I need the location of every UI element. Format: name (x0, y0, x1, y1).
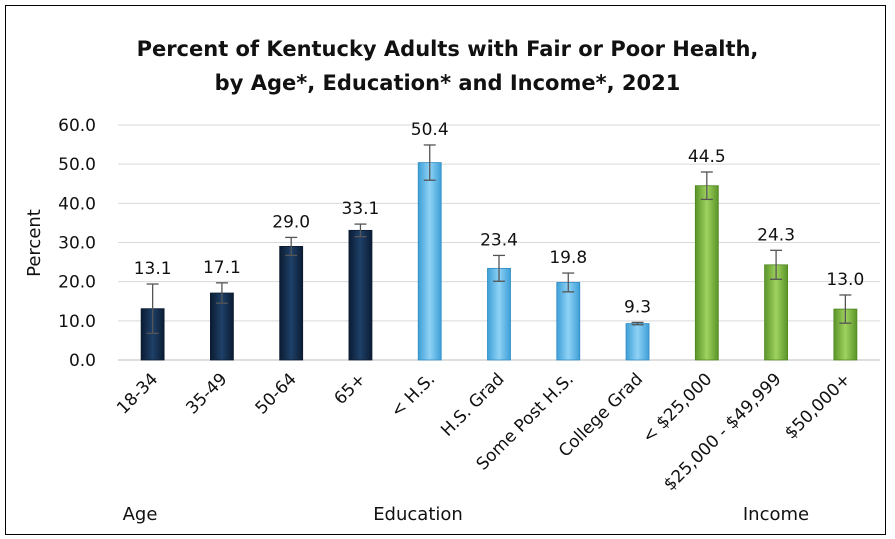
y-tick-label: 10.0 (58, 312, 96, 332)
x-tick-label: 35-49 (182, 369, 231, 418)
y-axis-ticks: 0.0 10.0 20.0 30.0 40.0 50.0 60.0 (58, 116, 96, 371)
data-label: 19.8 (549, 248, 587, 268)
group-label: Age (123, 504, 158, 525)
y-tick-label: 50.0 (58, 155, 96, 175)
y-tick-label: 20.0 (58, 273, 96, 293)
x-tick-label: 50-64 (252, 369, 301, 418)
y-axis-label: Percent (24, 209, 45, 277)
data-label: 33.1 (342, 199, 380, 219)
bar (349, 230, 372, 360)
x-tick-label: 65+ (330, 369, 370, 409)
data-label: 23.4 (480, 230, 518, 250)
bar (557, 282, 580, 360)
x-tick-label: < H.S. (387, 369, 439, 421)
y-tick-label: 40.0 (58, 194, 96, 214)
x-tick-label: H.S. Grad (437, 369, 508, 440)
data-label: 13.1 (134, 259, 172, 279)
group-labels: Age Education Income (123, 504, 810, 525)
bar (695, 186, 718, 360)
data-label: 9.3 (624, 297, 651, 317)
x-tick-label: $50,000+ (781, 369, 855, 443)
x-tick-label: $25,000 - $49,999 (660, 369, 786, 495)
data-label: 29.0 (272, 212, 310, 232)
bar (418, 163, 441, 360)
data-label: 24.3 (757, 225, 795, 245)
y-tick-label: 30.0 (58, 234, 96, 254)
group-label: Income (743, 504, 809, 525)
data-label: 50.4 (411, 120, 449, 140)
x-tick-label: 18-34 (113, 369, 162, 418)
data-label: 13.0 (826, 270, 864, 290)
y-tick-label: 0.0 (69, 351, 96, 371)
bar (488, 268, 511, 360)
data-label: 44.5 (688, 147, 726, 167)
y-tick-label: 60.0 (58, 116, 96, 136)
group-label: Education (373, 504, 463, 525)
bar (626, 324, 649, 360)
data-label: 17.1 (203, 258, 241, 278)
bar (280, 246, 303, 360)
